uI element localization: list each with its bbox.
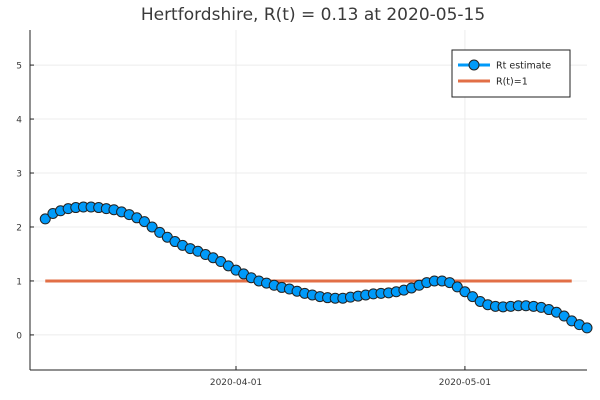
x-tick-label: 2020-04-01 (210, 378, 262, 388)
chart-title: Hertfordshire, R(t) = 0.13 at 2020-05-15 (141, 5, 485, 25)
y-tick-label: 5 (16, 62, 22, 72)
x-tick-label: 2020-05-01 (439, 378, 491, 388)
data-point-rt-estimate (558, 310, 570, 322)
data-point-rt-estimate (146, 221, 158, 233)
legend: Rt estimate R(t)=1 (451, 49, 571, 98)
legend-marker-rt-estimate (468, 59, 480, 71)
axes (29, 30, 587, 371)
data-point-rt-estimate (39, 213, 51, 225)
legend-label-rt-estimate: Rt estimate (496, 61, 551, 72)
data-point-rt-estimate (459, 286, 471, 298)
y-tick-label: 0 (16, 331, 22, 341)
series-layer (39, 201, 593, 334)
legend-box (451, 49, 571, 98)
data-point-rt-estimate (138, 216, 150, 228)
x-tick-labels: 2020-04-01 2020-05-01 (210, 366, 491, 388)
y-tick-label: 4 (16, 116, 22, 126)
data-point-rt-estimate (154, 226, 166, 238)
data-point-rt-estimate (581, 322, 593, 334)
y-tick-labels: 0 1 2 3 4 5 (16, 62, 34, 341)
data-point-rt-estimate (451, 281, 463, 293)
y-tick-label: 3 (16, 170, 22, 180)
y-tick-label: 2 (16, 223, 22, 233)
y-tick-label: 1 (16, 277, 22, 287)
legend-label-rt-threshold: R(t)=1 (496, 77, 528, 88)
data-point-rt-estimate (467, 291, 479, 303)
